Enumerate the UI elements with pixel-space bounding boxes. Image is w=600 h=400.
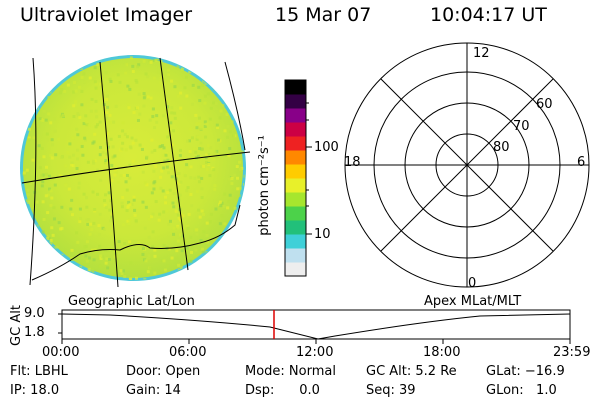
mlt-label-0: 0 bbox=[468, 276, 477, 291]
timeline-xtick: 00:00 bbox=[42, 345, 80, 360]
info-gc-alt: GC Alt: 5.2 Re bbox=[366, 364, 457, 379]
gc-altitude-timeline bbox=[58, 309, 571, 344]
mlt-label-6: 6 bbox=[577, 155, 586, 170]
colorbar-segment bbox=[285, 164, 306, 179]
polar-mlt-plot bbox=[344, 42, 590, 288]
info-door: Door: Open bbox=[126, 364, 201, 379]
colorbar-segment bbox=[285, 206, 306, 221]
lat-label-70: 70 bbox=[513, 119, 530, 134]
colorbar-segment bbox=[285, 234, 306, 249]
timeline-left-title: Geographic Lat/Lon bbox=[68, 294, 195, 309]
imager-title: Ultraviolet Imager bbox=[20, 4, 193, 26]
lat-label-80: 80 bbox=[493, 140, 510, 155]
colorbar-segment bbox=[285, 150, 306, 165]
timeline-xtick: 23:59 bbox=[553, 345, 591, 360]
geographic-grid bbox=[21, 57, 251, 288]
colorbar bbox=[284, 79, 312, 277]
timeline-xtick: 06:00 bbox=[169, 345, 207, 360]
info-gain: Gain: 14 bbox=[126, 383, 181, 398]
colorbar-segment bbox=[285, 192, 306, 207]
mlt-label-18: 18 bbox=[344, 155, 361, 170]
colorbar-segment bbox=[285, 80, 306, 95]
colorbar-unit-label: photon cm⁻²s⁻¹ bbox=[256, 135, 272, 236]
colorbar-segment bbox=[285, 220, 306, 235]
colorbar-segment bbox=[285, 94, 306, 109]
info-glon: GLon: 1.0 bbox=[486, 383, 557, 398]
colorbar-segment bbox=[285, 122, 306, 137]
colorbar-segment bbox=[285, 248, 306, 263]
info-mode: Mode: Normal bbox=[245, 364, 336, 379]
observation-time: 10:04:17 UT bbox=[430, 4, 547, 26]
colorbar-tick-100: 100 bbox=[314, 140, 339, 155]
timeline-right-title: Apex MLat/MLT bbox=[424, 294, 522, 309]
timeline-ylabel: GC Alt bbox=[8, 305, 24, 346]
timeline-ytick-bottom: 1.8 bbox=[24, 325, 45, 340]
uv-earth-image bbox=[20, 55, 246, 281]
mlt-label-12: 12 bbox=[473, 46, 490, 61]
colorbar-segment bbox=[285, 136, 306, 151]
info-glat: GLat: −16.9 bbox=[486, 364, 565, 379]
timeline-ytick-top: 9.0 bbox=[24, 306, 45, 321]
colorbar-segment bbox=[285, 178, 306, 193]
info-seq: Seq: 39 bbox=[366, 383, 416, 398]
lat-label-60: 60 bbox=[536, 97, 553, 112]
info-dsp: Dsp: 0.0 bbox=[245, 383, 320, 398]
colorbar-segment bbox=[285, 262, 306, 277]
info-filter: Flt: LBHL bbox=[10, 364, 68, 379]
colorbar-segment bbox=[285, 108, 306, 123]
colorbar-tick-10: 10 bbox=[314, 227, 331, 242]
observation-date: 15 Mar 07 bbox=[275, 4, 372, 26]
timeline-xtick: 12:00 bbox=[296, 345, 334, 360]
info-ip: IP: 18.0 bbox=[10, 383, 60, 398]
timeline-xtick: 18:00 bbox=[423, 345, 461, 360]
